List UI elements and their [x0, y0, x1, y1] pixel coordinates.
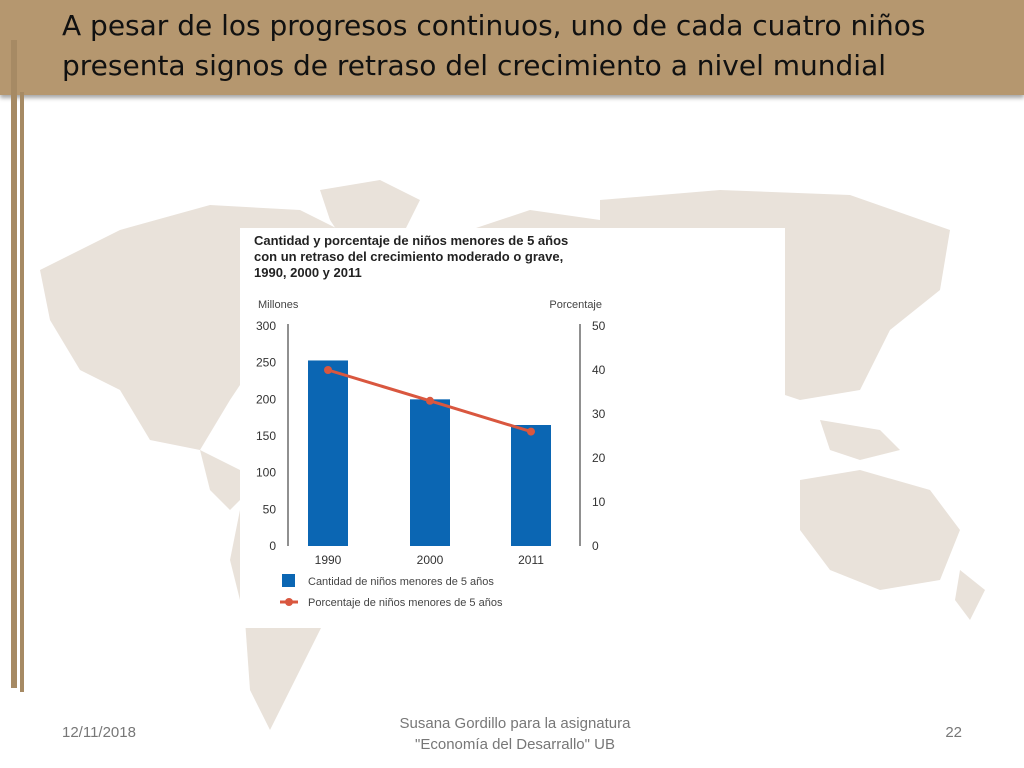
bar-2000: [410, 399, 450, 546]
point-2011: [527, 427, 535, 436]
title-banner: A pesar de los progresos continuos, uno …: [0, 0, 1024, 95]
y2-tick-label: 30: [592, 407, 606, 421]
y2-tick-label: 20: [592, 451, 606, 465]
x-tick-label: 2000: [417, 553, 444, 567]
chart-panel: Cantidad y porcentaje de niños menores d…: [240, 228, 785, 628]
x-tick-label: 1990: [315, 553, 342, 567]
chart-title-line: 1990, 2000 y 2011: [254, 265, 362, 280]
y-tick-label: 100: [256, 466, 276, 480]
chart-svg: Cantidad y porcentaje de niños menores d…: [254, 233, 606, 609]
y2-axis-label: Porcentaje: [549, 299, 602, 311]
y2-tick-label: 0: [592, 539, 599, 553]
slide-author: Susana Gordillo para la asignatura "Econ…: [370, 713, 660, 755]
decorative-bar: [11, 40, 17, 688]
legend-swatch-bar: [282, 574, 295, 587]
legend-label: Porcentaje de niños menores de 5 años: [308, 597, 503, 609]
slide-title: A pesar de los progresos continuos, uno …: [62, 9, 926, 82]
y-tick-label: 50: [263, 502, 277, 516]
legend-label: Cantidad de niños menores de 5 años: [308, 576, 494, 588]
y2-tick-label: 50: [592, 319, 606, 333]
bar-2011: [511, 425, 551, 546]
y-tick-label: 150: [256, 429, 276, 443]
author-line: Susana Gordillo para la asignatura: [399, 715, 631, 732]
page-number: 22: [945, 724, 962, 741]
x-tick-label: 2011: [518, 553, 544, 567]
y-axis-label: Millones: [258, 299, 299, 311]
legend-swatch-point: [285, 598, 293, 606]
bar-1990: [308, 360, 348, 546]
slide-date: 12/11/2018: [62, 724, 136, 741]
author-line: "Economía del Desarrallo" UB: [415, 736, 615, 753]
y-tick-label: 200: [256, 392, 276, 406]
point-2000: [426, 396, 434, 405]
chart-title-line: Cantidad y porcentaje de niños menores d…: [254, 233, 568, 248]
y-tick-label: 0: [269, 539, 276, 553]
chart-title-line: con un retraso del crecimiento moderado …: [254, 249, 563, 264]
y2-tick-label: 40: [592, 363, 606, 377]
decorative-bar: [20, 92, 24, 692]
y-tick-label: 250: [256, 356, 276, 370]
y-tick-label: 300: [256, 319, 276, 333]
point-1990: [324, 366, 332, 374]
y2-tick-label: 10: [592, 495, 606, 509]
